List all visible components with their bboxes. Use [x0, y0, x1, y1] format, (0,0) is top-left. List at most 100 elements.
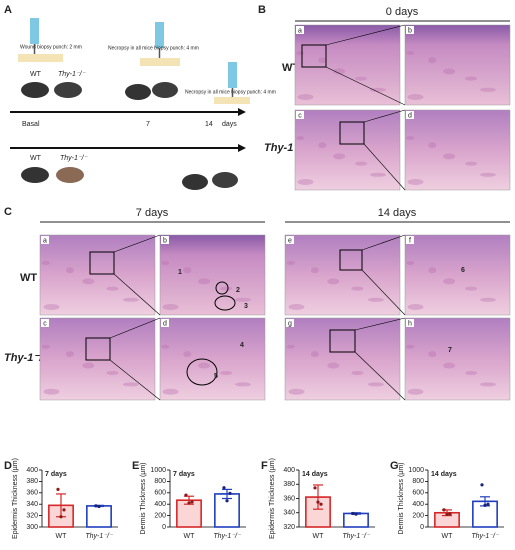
y-axis-label: Dermis Thickness (µm)	[398, 463, 405, 535]
panel-label: G	[390, 460, 399, 472]
x-tick-label: Thy-1⁻/⁻	[85, 533, 114, 540]
tissue-detail	[65, 267, 74, 274]
label-box	[406, 111, 414, 119]
skin	[18, 54, 63, 62]
label-box	[406, 319, 414, 327]
y-tick-label: 380	[283, 481, 295, 488]
time-label: 14	[205, 121, 213, 128]
tissue-detail	[351, 286, 364, 291]
tissue-detail	[443, 153, 456, 160]
mouse	[182, 174, 208, 190]
micrograph	[404, 317, 511, 401]
tissue-detail	[428, 57, 437, 64]
y-tick-label: 600	[154, 490, 166, 497]
chart-subtitle: 7 days	[45, 471, 67, 478]
tissue-detail	[161, 261, 170, 265]
label-box	[406, 236, 414, 244]
data-point	[351, 511, 355, 516]
tissue-detail	[479, 297, 496, 302]
data-point	[228, 491, 232, 495]
panel-label: C	[4, 206, 12, 218]
panel-title: 0 days	[386, 6, 419, 18]
zoom-line	[361, 269, 406, 316]
y-tick-label: 300	[26, 524, 38, 531]
tissue-detail	[162, 388, 179, 395]
time-label: days	[222, 121, 237, 128]
mouse	[21, 167, 49, 183]
tissue-detail	[234, 297, 251, 302]
tissue-detail	[183, 351, 192, 358]
tissue-detail	[296, 51, 305, 55]
tissue-detail	[428, 351, 437, 358]
tissue-detail	[327, 362, 340, 369]
tissue-detail	[41, 344, 50, 349]
arrowhead	[238, 144, 246, 152]
region-circle	[214, 295, 236, 311]
x-tick-label: WT	[313, 533, 325, 540]
y-tick-label: 800	[154, 478, 166, 485]
annotation: 1	[178, 269, 182, 276]
ko-label: Thy-1⁻/⁻	[58, 71, 87, 78]
tissue-detail	[183, 267, 192, 274]
y-tick-label: 320	[26, 512, 38, 519]
micrograph	[294, 24, 401, 106]
tissue-detail	[355, 161, 368, 166]
tissue-detail	[406, 51, 415, 55]
y-tick-label: 0	[162, 524, 166, 531]
x-tick-label: Thy-1⁻/⁻	[342, 533, 371, 540]
data-point	[354, 512, 358, 516]
sub-label: a	[298, 27, 302, 34]
tissue-detail	[428, 142, 437, 149]
tissue-detail	[318, 142, 327, 149]
tissue-detail	[82, 362, 95, 369]
data-point	[97, 504, 101, 509]
note: Necropsy in all mice biopsy punch: 4 mm	[108, 45, 199, 51]
tissue-detail	[406, 344, 415, 349]
tissue-detail	[198, 362, 211, 369]
panel-title: 14 days	[378, 207, 417, 219]
annotation: 4	[240, 342, 244, 349]
y-axis-label: Dermis Thickness (µm)	[140, 463, 147, 535]
sub-label: d	[163, 320, 167, 327]
annotation: 3	[244, 303, 248, 310]
y-tick-label: 600	[412, 490, 424, 497]
tissue-detail	[333, 68, 346, 75]
panel-label: D	[4, 460, 12, 472]
micrograph	[159, 234, 266, 316]
zoom-line	[363, 143, 406, 191]
tissue-detail	[406, 136, 415, 140]
tissue-detail	[406, 261, 415, 265]
zoom-line	[325, 24, 406, 46]
tissue-detail	[443, 278, 456, 285]
x-tick-label: WT	[184, 533, 196, 540]
zoom-line	[325, 66, 406, 106]
chart-subtitle: 14 days	[431, 471, 457, 478]
wt-label: WT	[30, 155, 42, 162]
wt-label: WT	[30, 71, 42, 78]
micrograph	[39, 234, 156, 316]
label-box	[406, 26, 414, 34]
tissue-detail	[297, 94, 314, 100]
time-label: 7	[146, 121, 150, 128]
panel-label: E	[132, 460, 139, 472]
note: Necropsy in all mice biopsy punch: 4 mm	[185, 89, 276, 95]
arrowhead	[238, 108, 246, 116]
tissue-detail	[296, 136, 305, 140]
tissue-detail	[369, 87, 386, 92]
zoom-box	[339, 121, 365, 145]
panel-c: C 7 days 14 days WT Thy-1⁻/⁻	[4, 206, 510, 364]
sub-label: c	[298, 112, 302, 119]
zoom-line	[113, 234, 161, 253]
micrograph	[39, 317, 156, 401]
data-point	[445, 512, 449, 517]
mouse	[212, 172, 238, 188]
x-tick-label: WT	[442, 533, 454, 540]
zoom-line	[354, 351, 406, 401]
y-axis-label: Epidermis Thickness (µm)	[12, 458, 19, 539]
data-point	[56, 487, 60, 491]
micrograph	[404, 24, 511, 106]
data-point	[225, 499, 229, 503]
region-circle	[186, 358, 218, 386]
data-point	[313, 486, 317, 490]
